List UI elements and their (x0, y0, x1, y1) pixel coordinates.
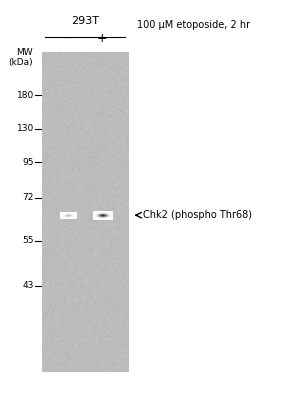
Text: +: + (97, 32, 107, 45)
Text: −: − (62, 32, 73, 45)
Text: 100 μM etoposide, 2 hr: 100 μM etoposide, 2 hr (137, 20, 250, 30)
Text: 43: 43 (23, 281, 34, 290)
Text: MW
(kDa): MW (kDa) (8, 48, 33, 67)
Text: 293T: 293T (71, 16, 99, 26)
Text: 95: 95 (22, 158, 34, 167)
Text: 180: 180 (17, 91, 34, 100)
Text: Chk2 (phospho Thr68): Chk2 (phospho Thr68) (143, 210, 252, 220)
Text: 72: 72 (23, 193, 34, 202)
Text: 130: 130 (17, 124, 34, 133)
Text: 55: 55 (22, 236, 34, 245)
